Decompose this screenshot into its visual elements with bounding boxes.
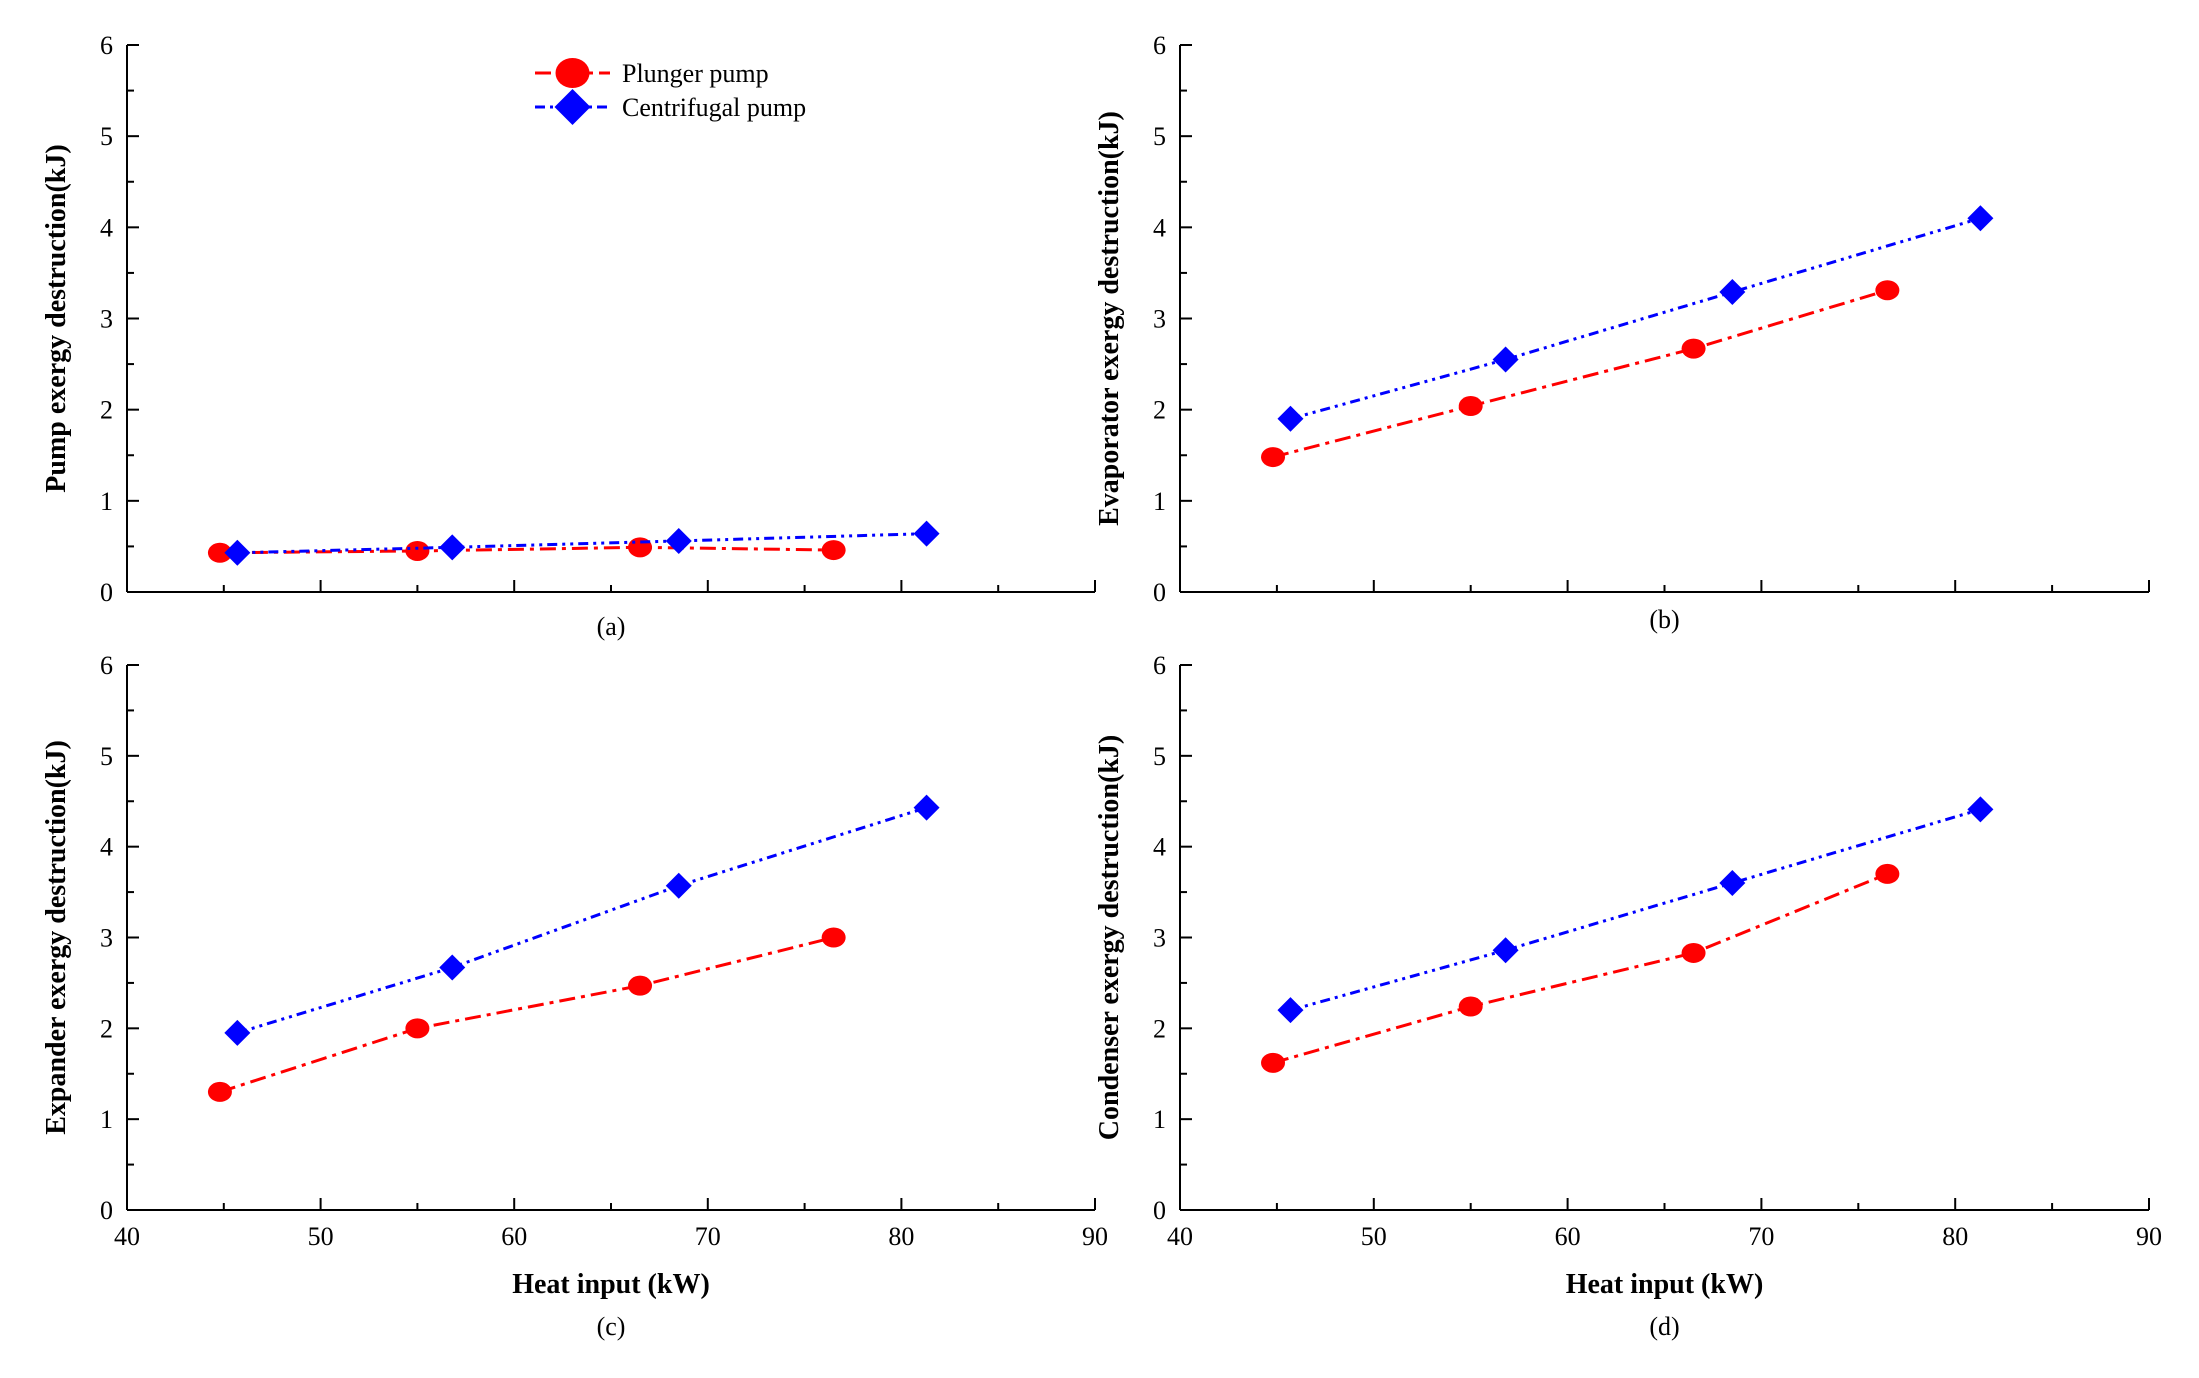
y-tick-label: 1 <box>1153 1105 1166 1134</box>
data-point-centrifugal-pump <box>1967 205 1994 232</box>
chart-panel-3: 0 1 2 3 4 5 6 40 50 60 70 80 90 Expander exergy destr… <box>41 651 1108 1341</box>
y-tick-label: 0 <box>1153 1196 1166 1225</box>
data-point-plunger-pump <box>405 540 430 561</box>
data-point-plunger-pump <box>1261 1052 1286 1073</box>
data-point-centrifugal-pump <box>1967 796 1994 823</box>
data-point-plunger-pump <box>628 975 653 996</box>
panel-label: (d) <box>1649 1312 1679 1341</box>
y-axis-label: Pump exergy destruction(kJ) <box>41 144 72 492</box>
y-tick-label: 0 <box>1153 578 1166 607</box>
x-tick-label: 90 <box>2136 1222 2162 1251</box>
y-tick-label: 4 <box>1153 213 1166 242</box>
y-tick-label: 2 <box>1153 1014 1166 1043</box>
y-tick-label: 1 <box>100 1105 113 1134</box>
legend-marker-circle <box>555 58 590 88</box>
x-tick-label: 80 <box>888 1222 914 1251</box>
y-tick-label: 3 <box>100 924 113 953</box>
series-line-centrifugal-pump <box>237 532 927 555</box>
series-line-plunger-pump <box>219 936 835 1094</box>
panel-label: (b) <box>1649 605 1679 634</box>
data-point-plunger-pump <box>821 540 846 561</box>
data-point-centrifugal-pump <box>1492 346 1519 373</box>
x-tick-label: 40 <box>114 1222 140 1251</box>
y-tick-label: 0 <box>100 1196 113 1225</box>
x-tick-label: 50 <box>308 1222 334 1251</box>
data-point-centrifugal-pump <box>224 539 251 566</box>
data-point-plunger-pump <box>1458 396 1483 417</box>
x-tick-label: 70 <box>695 1222 721 1251</box>
series-line-plunger-pump <box>1272 288 1888 459</box>
y-tick-label: 6 <box>100 31 113 60</box>
data-point-centrifugal-pump <box>913 794 940 821</box>
data-point-centrifugal-pump <box>665 527 692 554</box>
y-tick-label: 3 <box>1153 305 1166 334</box>
x-tick-label: 50 <box>1361 1222 1387 1251</box>
y-tick-label: 4 <box>100 833 113 862</box>
x-axis-label: Heat input (kW) <box>1566 1269 1764 1300</box>
legend-label: Plunger pump <box>622 59 769 88</box>
x-tick-label: 80 <box>1942 1222 1968 1251</box>
series-line-centrifugal-pump <box>236 806 928 1035</box>
x-tick-label: 60 <box>501 1222 527 1251</box>
legend-label: Centrifugal pump <box>622 93 806 122</box>
data-point-plunger-pump <box>207 1081 232 1102</box>
series-line-plunger-pump <box>219 545 834 555</box>
x-tick-label: 60 <box>1555 1222 1581 1251</box>
y-tick-label: 6 <box>1153 651 1166 680</box>
y-tick-label: 5 <box>100 122 113 151</box>
data-point-centrifugal-pump <box>1719 279 1746 306</box>
y-tick-label: 2 <box>100 1014 113 1043</box>
y-tick-label: 1 <box>1153 487 1166 516</box>
chart-panel-1: 0 1 2 3 4 5 6 Pump exergy destruction(kJ) (a) Plu… <box>41 31 1096 641</box>
x-tick-label: 90 <box>1082 1222 1108 1251</box>
y-tick-label: 1 <box>100 487 113 516</box>
data-point-plunger-pump <box>1261 447 1286 468</box>
data-point-centrifugal-pump <box>913 520 940 547</box>
data-point-centrifugal-pump <box>439 534 466 561</box>
chart-panel-2: 0 1 2 3 4 5 6 Evaporator exergy destruction(kJ)… <box>1094 31 2150 634</box>
y-tick-label: 0 <box>100 578 113 607</box>
data-point-centrifugal-pump <box>1277 405 1304 432</box>
y-axis-label: Evaporator exergy destruction(kJ) <box>1094 111 1125 526</box>
legend: Plunger pump Centrifugal pump <box>535 58 806 125</box>
y-tick-label: 6 <box>1153 31 1166 60</box>
y-tick-label: 6 <box>100 651 113 680</box>
y-tick-label: 3 <box>1153 924 1166 953</box>
y-tick-label: 3 <box>100 305 113 334</box>
y-tick-label: 4 <box>1153 833 1166 862</box>
x-axis-label: Heat input (kW) <box>512 1269 710 1300</box>
y-tick-label: 2 <box>1153 396 1166 425</box>
data-point-plunger-pump <box>821 927 846 948</box>
data-point-centrifugal-pump <box>439 954 466 981</box>
y-axis-label: Condenser exergy destruction(kJ) <box>1094 735 1125 1140</box>
y-tick-label: 2 <box>100 396 113 425</box>
data-point-centrifugal-pump <box>224 1019 251 1046</box>
y-tick-label: 5 <box>1153 742 1166 771</box>
chart-panel-4: 0 1 2 3 4 5 6 40 50 60 70 80 90 Condenser exergy dest… <box>1094 651 2162 1341</box>
data-point-plunger-pump <box>207 542 232 563</box>
y-axis-label: Expander exergy destruction(kJ) <box>41 740 72 1135</box>
y-tick-label: 4 <box>100 213 113 242</box>
data-point-centrifugal-pump <box>665 872 692 899</box>
data-point-plunger-pump <box>1458 996 1483 1017</box>
data-point-centrifugal-pump <box>1492 937 1519 964</box>
data-point-plunger-pump <box>1875 863 1900 884</box>
panel-label: (a) <box>597 612 626 641</box>
data-point-plunger-pump <box>1875 280 1900 301</box>
data-point-plunger-pump <box>405 1018 430 1039</box>
y-tick-label: 5 <box>1153 122 1166 151</box>
data-point-plunger-pump <box>1681 942 1706 963</box>
y-tick-label: 5 <box>100 742 113 771</box>
x-tick-label: 40 <box>1167 1222 1193 1251</box>
legend-marker-diamond <box>554 89 591 125</box>
data-point-centrifugal-pump <box>1277 997 1304 1024</box>
x-tick-label: 70 <box>1748 1222 1774 1251</box>
series-line-centrifugal-pump <box>1290 216 1981 421</box>
data-point-plunger-pump <box>1681 338 1706 359</box>
data-point-centrifugal-pump <box>1719 870 1746 896</box>
series-line-plunger-pump <box>1272 872 1888 1065</box>
series-line-centrifugal-pump <box>1290 807 1981 1012</box>
panel-label: (c) <box>597 1312 626 1341</box>
